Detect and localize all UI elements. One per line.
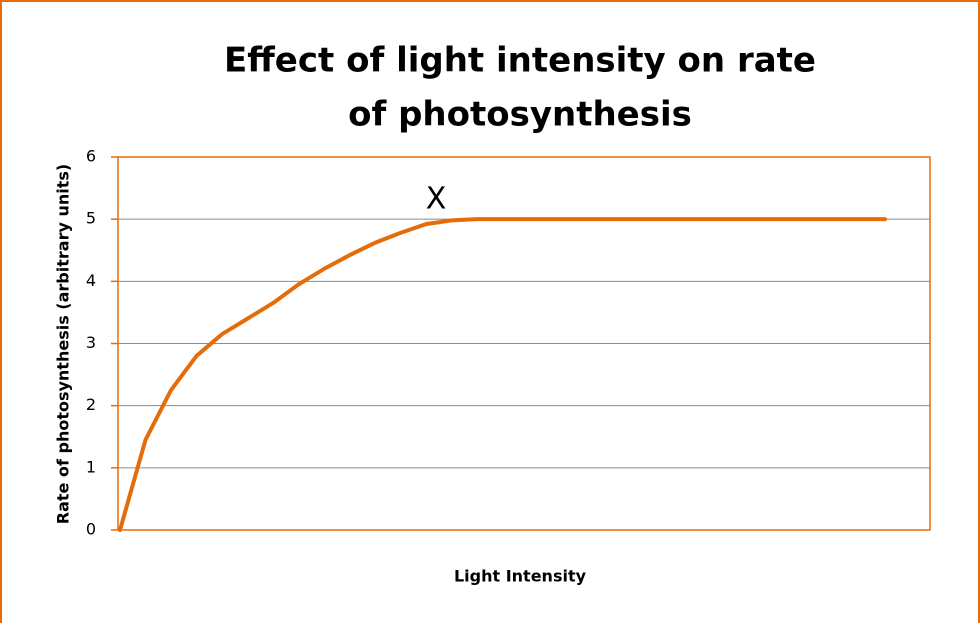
y-tick-label: 1: [86, 457, 96, 476]
y-tick-label: 0: [86, 520, 96, 539]
annotation: X: [426, 182, 447, 217]
y-tick-label: 6: [86, 147, 96, 166]
y-axis-label: Rate of photosynthesis (arbitrary units): [54, 164, 73, 524]
y-tick-label: 5: [86, 209, 96, 228]
chart-title: of photosynthesis: [348, 95, 692, 135]
y-tick-label: 4: [86, 271, 96, 290]
y-tick-label: 2: [86, 395, 96, 414]
chart-title: Effect of light intensity on rate: [224, 41, 816, 81]
y-tick-label: 3: [86, 333, 96, 352]
x-axis-label: Light Intensity: [454, 567, 587, 586]
data-line: [118, 217, 887, 532]
